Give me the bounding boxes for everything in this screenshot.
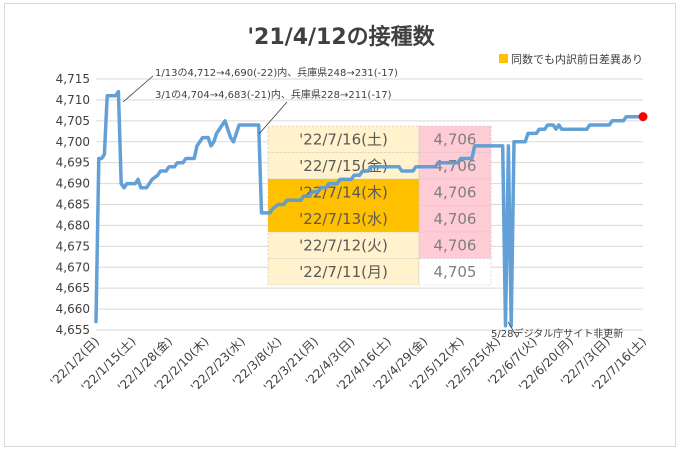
line-chart: '21/4/12の接種数 '22/7/16(土) 4,706'22/7/15(金)… [47,24,649,395]
legend-swatch [499,54,508,63]
table-value-text: 4,706 [434,210,477,228]
table-value-cell [418,205,492,233]
y-tick-label: 4,705 [56,114,90,128]
table-value-cell [418,178,492,206]
annotations: 1/13の4,712→4,690(-22)内、兵庫県248→231(-17) 3/… [122,66,623,340]
x-axis: '22/1/2(日)'22/1/15(土)'22/1/28(金)'22/2/10… [47,334,649,395]
annotation-text: 1/13の4,712→4,690(-22)内、兵庫県248→231(-17) [155,66,398,79]
chart-title: '21/4/12の接種数 [247,24,435,50]
y-tick-label: 4,665 [56,281,90,295]
y-tick-label: 4,680 [56,218,90,232]
y-tick-label: 4,690 [56,177,90,191]
table-date-cell [267,258,420,286]
y-tick-label: 4,685 [56,198,90,212]
annotation-leader [258,101,288,135]
y-tick-label: 4,660 [56,302,90,316]
y-axis: 4,655 4,660 4,665 4,670 4,675 4,680 4,685 4,690… [56,72,90,337]
legend: 同数でも内訳前日差異あり [499,52,643,66]
table-date-text: '22/7/16(土) [299,130,388,148]
y-tick-label: 4,695 [56,156,90,170]
y-tick-label: 4,710 [56,93,90,107]
table-date-text: '22/7/13(水) [299,210,388,228]
table-value-cell [418,125,492,153]
y-tick-label: 4,670 [56,260,90,274]
annotation-leader [122,75,154,103]
annotation-leader [507,321,518,338]
annotation-text: 5/28デジタル庁サイト非更新 [491,327,623,340]
y-tick-label: 4,675 [56,239,90,253]
last-point-marker [638,112,648,122]
y-tick-label: 4,700 [56,135,90,149]
table-date-text: '22/7/11(月) [299,263,388,281]
y-tick-label: 4,715 [56,72,90,86]
legend-label: 同数でも内訳前日差異あり [511,52,643,66]
annotation-text: 3/1の4,704→4,683(-21)内、兵庫県228→211(-17) [155,88,392,101]
table-value-text: 4,705 [434,263,477,281]
table-value-text: 4,706 [434,130,477,148]
table-value-cell [418,258,492,286]
series-layer [94,89,648,328]
table-value-cell [418,231,492,259]
table-value-text: 4,706 [434,236,477,254]
table-value-text: 4,706 [434,183,477,201]
series-line [94,89,645,328]
recent-values-table: '22/7/16(土) 4,706'22/7/15(金) 4,706'22/7/14… [267,125,492,286]
table-date-text: '22/7/12(火) [299,236,388,254]
chart-frame: '21/4/12の接種数 '22/7/16(土) 4,706'22/7/15(金)… [4,3,676,447]
y-tick-label: 4,655 [56,323,90,337]
